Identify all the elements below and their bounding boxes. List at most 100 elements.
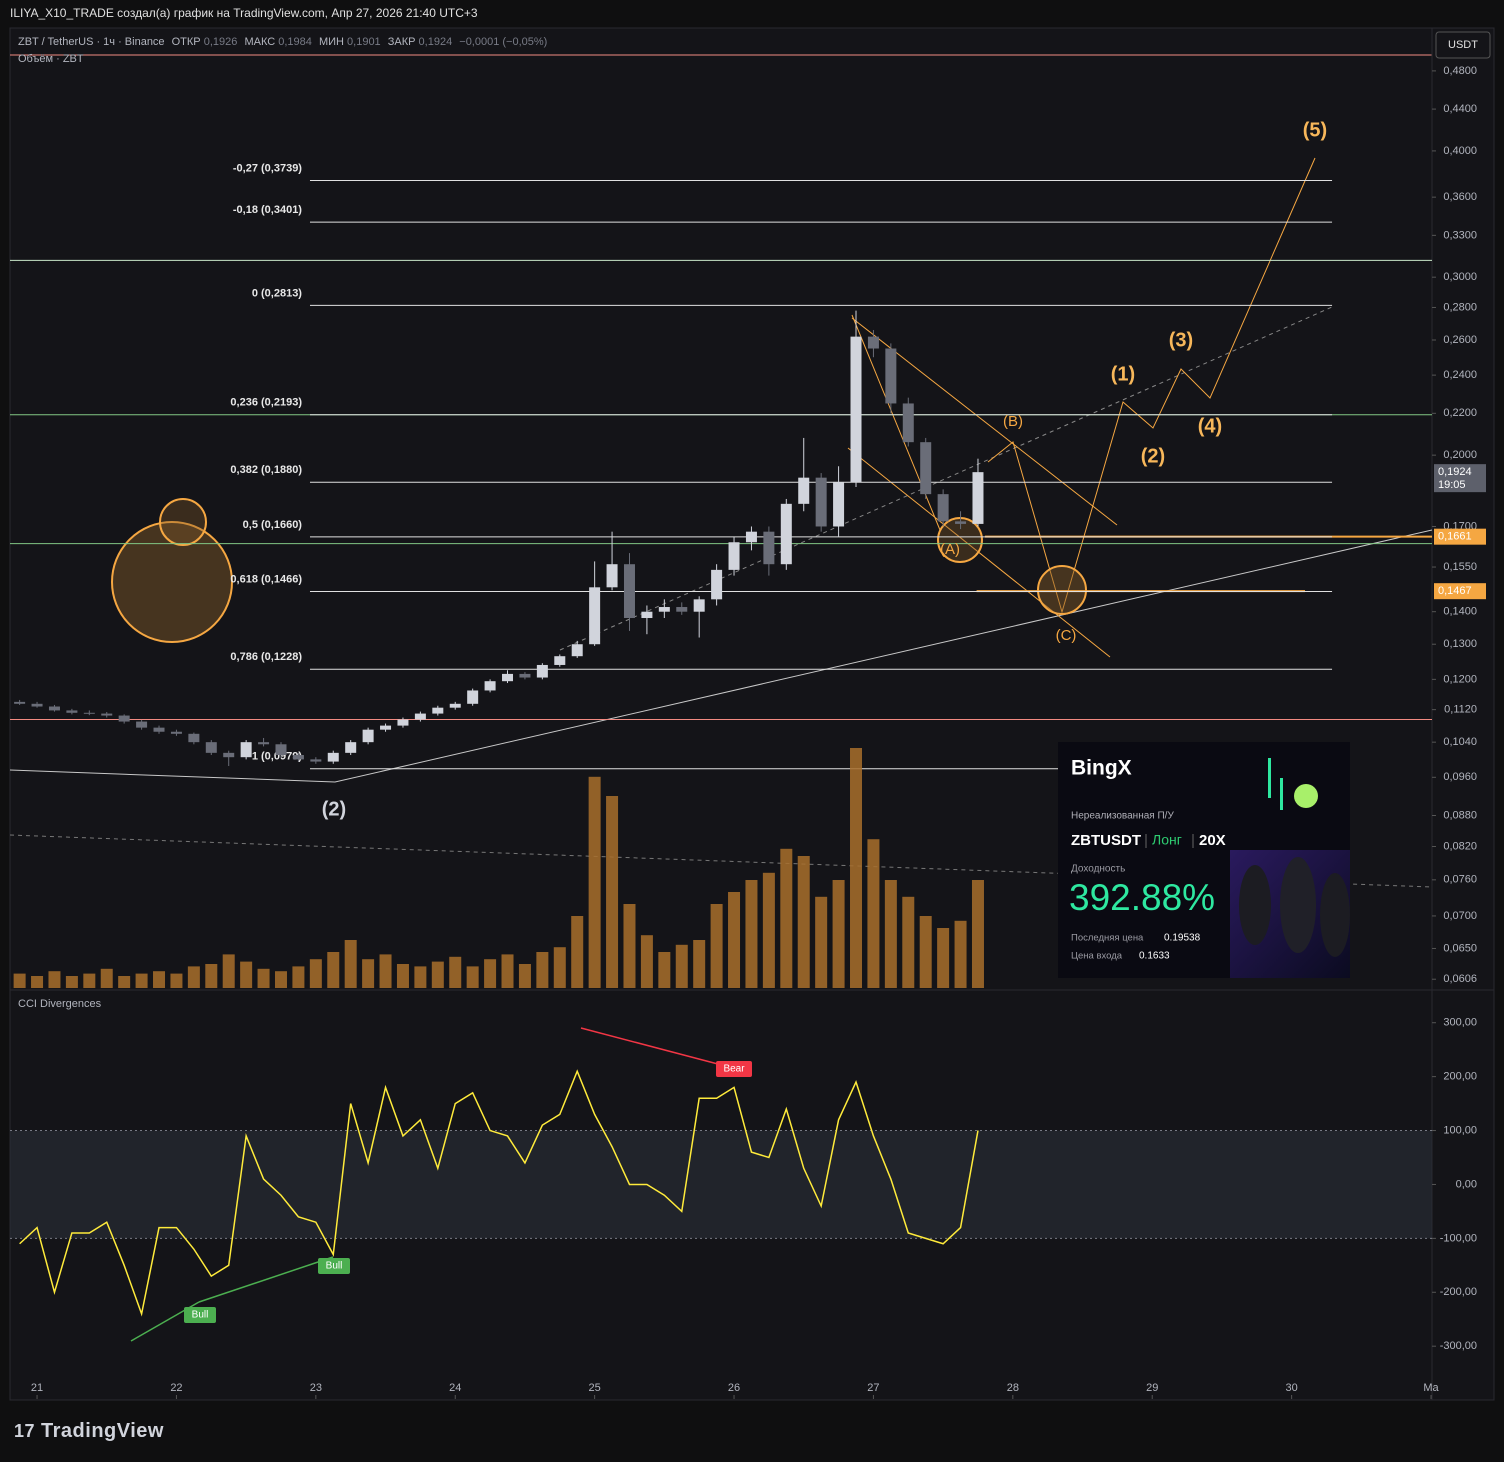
low-label: МИН [319,36,344,48]
volume-bar [518,964,531,988]
candle-body [833,482,845,527]
volume-bar [606,796,619,988]
volume-bar [48,971,61,988]
volume-bar [100,968,113,988]
volume-bar [902,896,915,988]
candle-body [397,719,409,726]
card-last-price: 0.19538 [1164,933,1201,944]
volume-bar [83,973,96,988]
volume-bar [170,973,183,988]
fib-label: 0,236 (0,2193) [230,397,302,409]
volume-bar [971,880,984,988]
candle-body [188,733,200,743]
open-label: ОТКР [172,36,201,48]
card-leverage: 20X [1199,832,1226,849]
divergence-label: Bear [723,1064,745,1075]
candle-body [205,742,217,753]
price-label-bg [1434,528,1486,545]
x-tick-label: Ma [1423,1382,1439,1394]
candle-body [711,569,723,600]
candle-body [118,715,130,722]
y-tick-label: 0,0650 [1443,942,1477,954]
candle-body [641,611,653,619]
price-label: 0,1467 [1438,585,1472,597]
candle-body [885,348,897,404]
card-side: Лонг [1152,832,1182,848]
candle-body [798,477,810,504]
card-figure [1320,873,1350,957]
card-yield: 392.88% [1069,877,1215,918]
volume-bar [536,952,549,988]
card-figure [1239,865,1271,945]
high-label: МАКС [244,36,275,48]
wave-label: (2) [322,798,346,820]
footer-brand: TradingView [41,1420,164,1442]
volume-bar [675,944,688,988]
x-tick-label: 29 [1146,1382,1158,1394]
y-tick-label: 0,2800 [1443,301,1477,313]
divergence-tag [318,1258,350,1274]
y-tick-label: -100,00 [1440,1232,1477,1244]
candle-body [728,542,740,570]
volume-bar [884,880,897,988]
volume-bar [135,973,148,988]
y-tick-label: 0,2000 [1443,449,1477,461]
cci-title: CCI Divergences [18,998,102,1010]
volume-bar [850,748,863,988]
y-tick-label: 0,0960 [1443,771,1477,783]
wave-label: (5) [1303,119,1327,141]
y-tick-label: 0,1200 [1443,673,1477,685]
candle-body [519,673,531,678]
candle-body [31,703,43,707]
candle-body [136,721,148,728]
currency-button-text[interactable]: USDT [1448,39,1478,51]
candle-body [345,742,357,753]
circle-marker [1037,565,1087,615]
candle-body [310,759,322,762]
candle-body [571,644,583,657]
volume-bar [919,916,932,988]
y-tick-label: 0,1040 [1443,736,1477,748]
cci-line [19,1069,979,1317]
y-tick-label: 0,00 [1456,1178,1477,1190]
circle-marker [159,498,207,546]
volume-bar [780,848,793,988]
candle-body [484,681,496,691]
y-tick-label: 0,1300 [1443,638,1477,650]
y-tick-label: 0,1400 [1443,606,1477,618]
x-tick-label: 26 [728,1382,740,1394]
volume-bar [588,776,601,988]
volume-bar [762,872,775,988]
candle-body [170,731,182,734]
volume-bar [640,935,653,988]
y-tick-label: 0,0700 [1443,910,1477,922]
card-decor [1294,784,1318,808]
card-entry-label: Цена входа [1071,951,1123,962]
volume-bar [867,839,880,988]
card-last-label: Последняя цена [1071,933,1144,944]
price-label: 0,1924 [1438,466,1472,478]
y-tick-label: 0,3600 [1443,191,1477,203]
wave-label: (1) [1111,363,1135,385]
price-label-bg [1434,583,1486,600]
x-tick-label: 30 [1286,1382,1298,1394]
currency-button[interactable] [1435,31,1491,59]
fib-label: 0 (0,2813) [252,287,302,299]
y-tick-label: 0,2200 [1443,407,1477,419]
y-tick-label: 0,1120 [1444,704,1477,716]
volume-bar [153,971,166,988]
candle-body [502,673,514,682]
y-tick-label: 0,0820 [1443,840,1477,852]
x-tick-label: 23 [310,1382,322,1394]
card-brand: BingX [1071,757,1132,780]
plot: -0,27 (0,3739) -0,18 (0,3401) 0 (0,2813) 0,… [10,162,1432,1317]
card-decor [1280,778,1283,810]
candle-body [745,531,757,543]
candle-body [467,690,479,704]
candle-body [902,403,914,443]
price-label-sub: 19:05 [1438,479,1466,491]
y-tick-label: 0,0606 [1443,973,1477,985]
fib-label: 0,5 (0,1660) [243,519,303,531]
